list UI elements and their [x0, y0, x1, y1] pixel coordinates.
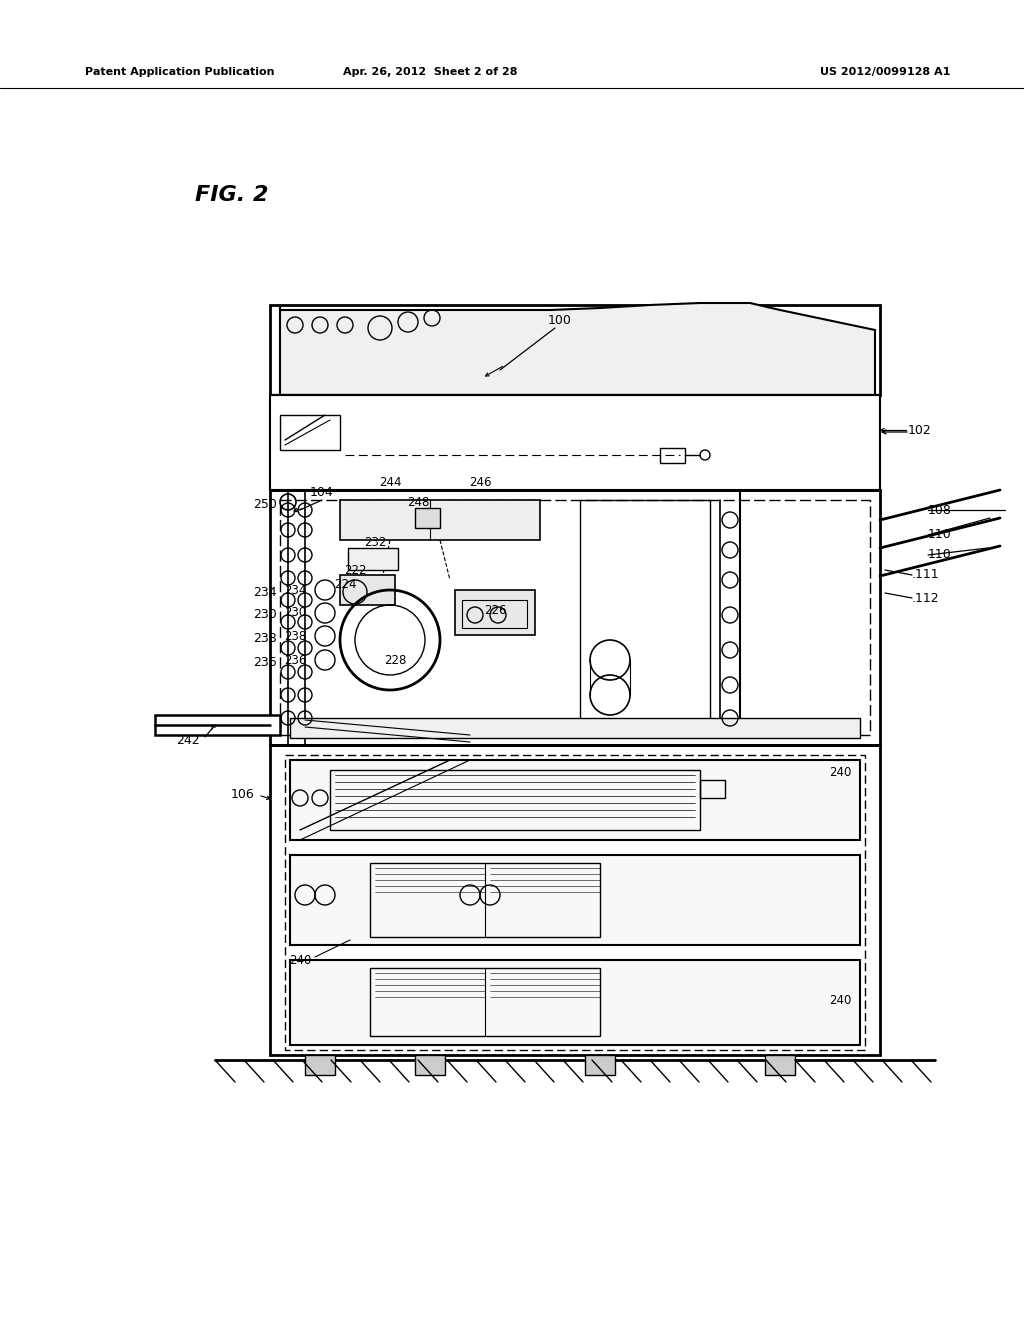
Bar — [155, 715, 280, 735]
Text: 240: 240 — [289, 953, 311, 966]
Text: 244: 244 — [379, 477, 401, 490]
Text: 250: 250 — [253, 499, 276, 511]
Text: 240: 240 — [828, 767, 851, 780]
Text: 104: 104 — [310, 487, 334, 499]
Text: Apr. 26, 2012  Sheet 2 of 28: Apr. 26, 2012 Sheet 2 of 28 — [343, 67, 517, 77]
Text: 106: 106 — [231, 788, 255, 801]
Text: 230: 230 — [284, 606, 306, 619]
Bar — [348, 548, 398, 570]
Text: 236: 236 — [253, 656, 276, 668]
PathPatch shape — [280, 304, 874, 395]
Bar — [290, 760, 860, 840]
Text: FIG. 2: FIG. 2 — [195, 185, 268, 205]
Text: .111: .111 — [911, 569, 939, 582]
Bar — [580, 500, 710, 735]
Bar — [285, 755, 865, 1049]
Bar — [700, 780, 725, 799]
Bar — [305, 1055, 335, 1074]
Text: 238: 238 — [284, 630, 306, 643]
Bar — [290, 855, 860, 945]
Text: 248: 248 — [407, 496, 429, 510]
Bar — [340, 576, 395, 605]
Bar — [290, 718, 860, 738]
Text: 232: 232 — [364, 536, 386, 549]
Text: 102: 102 — [908, 424, 932, 437]
Text: 240: 240 — [828, 994, 851, 1006]
Bar — [370, 863, 600, 937]
Bar — [370, 968, 600, 1036]
Text: .112: .112 — [911, 591, 939, 605]
Text: 224: 224 — [334, 578, 356, 591]
Bar — [585, 1055, 615, 1074]
Text: 110: 110 — [928, 528, 952, 541]
Text: 228: 228 — [384, 653, 407, 667]
Bar — [290, 960, 860, 1045]
Bar — [415, 508, 440, 528]
Bar — [340, 500, 540, 540]
Text: 100: 100 — [548, 314, 572, 326]
Bar — [270, 395, 880, 490]
Text: 242: 242 — [176, 734, 200, 747]
Text: 222: 222 — [344, 564, 367, 577]
Text: 230: 230 — [253, 607, 276, 620]
Text: 236: 236 — [284, 653, 306, 667]
Bar — [462, 601, 527, 628]
Bar — [280, 414, 340, 450]
Text: 110: 110 — [928, 549, 952, 561]
Text: 108: 108 — [928, 503, 952, 516]
Bar — [660, 447, 685, 463]
Bar — [330, 770, 700, 830]
Bar — [415, 1055, 445, 1074]
Text: 234: 234 — [284, 583, 306, 597]
Bar — [270, 744, 880, 1055]
Text: 234: 234 — [253, 586, 276, 599]
Text: 246: 246 — [469, 477, 492, 490]
Text: US 2012/0099128 A1: US 2012/0099128 A1 — [819, 67, 950, 77]
Bar — [765, 1055, 795, 1074]
Text: 226: 226 — [483, 603, 506, 616]
Bar — [280, 500, 870, 735]
Text: 238: 238 — [253, 631, 276, 644]
Text: Patent Application Publication: Patent Application Publication — [85, 67, 274, 77]
Bar — [270, 490, 880, 744]
Bar — [455, 590, 535, 635]
Bar — [270, 305, 880, 395]
